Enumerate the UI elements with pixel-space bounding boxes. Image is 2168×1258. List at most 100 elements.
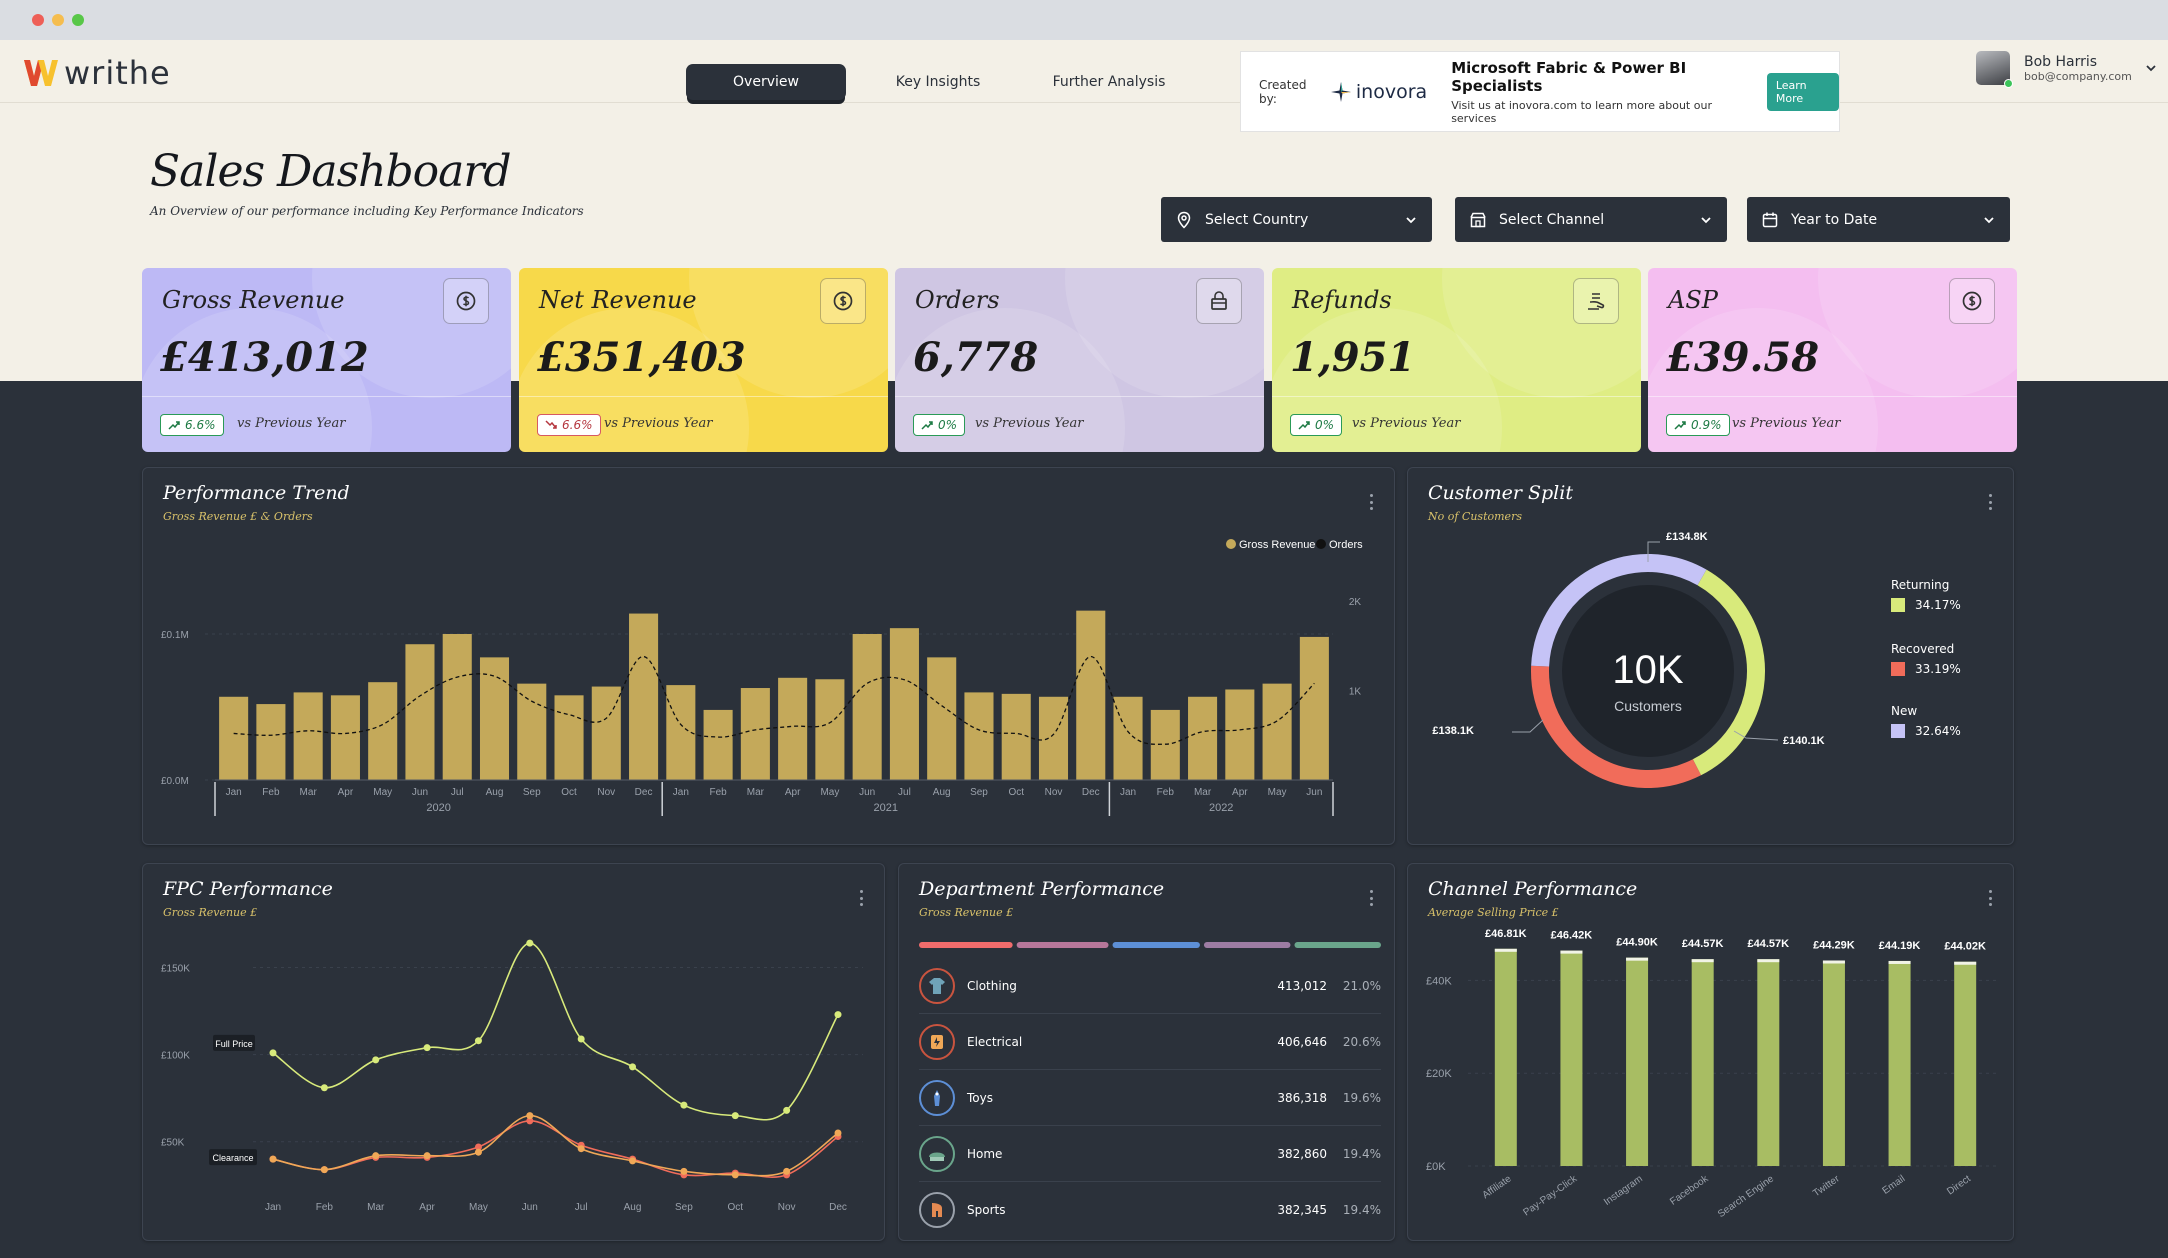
close-window-button[interactable] (32, 14, 44, 26)
x-tick-label: Oct (1008, 787, 1024, 798)
channel-bar (1626, 957, 1649, 1166)
kpi-value: £39.58 (1666, 334, 1820, 381)
slice-value-label: £134.8K (1666, 531, 1708, 543)
channel-bar-cap (1757, 959, 1780, 963)
toys-icon (919, 1079, 955, 1116)
y-tick-label: £50K (161, 1138, 185, 1149)
table-row[interactable]: Electrical 406,646 20.6% (919, 1014, 1381, 1070)
legend-pct: 34.17% (1915, 598, 1961, 612)
department-value: 413,012 (1277, 978, 1327, 993)
kpi-card-net-revenue[interactable]: Net Revenue £351,403 6.6% vs Previous Ye… (519, 268, 888, 452)
series-point (372, 1152, 380, 1160)
donut-center (1562, 585, 1734, 757)
app-logo[interactable]: writhe (22, 52, 171, 94)
channel-filter[interactable]: Select Channel (1455, 197, 1727, 242)
series-point (372, 1056, 380, 1064)
legend-swatch (1891, 598, 1905, 612)
department-value: 386,318 (1277, 1090, 1327, 1105)
y-tick-label: £100K (161, 1051, 190, 1062)
kpi-vs-label: vs Previous Year (1732, 416, 1841, 431)
kpi-change: 0% (1315, 418, 1335, 432)
x-tick-label: Oct (727, 1202, 743, 1213)
performance-trend-chart: £0.0M £0.1M 1K 2K Jan Feb Mar Apr May Jun Jul Aug Se… (161, 539, 1363, 816)
creator-banner[interactable]: Created by: inovora Microsoft Fabric & P… (1240, 51, 1840, 132)
banner-headline: Microsoft Fabric & Power BI Specialists (1451, 58, 1687, 95)
more-options-icon[interactable] (1989, 494, 1993, 510)
legend-entry[interactable]: 33.19% (1891, 662, 1961, 676)
orders-line (233, 655, 1315, 745)
user-name: Bob Harris (2024, 53, 2098, 70)
table-row[interactable]: Home 382,860 19.4% (919, 1126, 1381, 1182)
y-tick-label: £40K (1426, 975, 1452, 987)
minimize-window-button[interactable] (52, 14, 64, 26)
x-tick-label: May (373, 787, 392, 798)
series-point (834, 1129, 842, 1137)
kpi-card-asp[interactable]: ASP £39.58 0.9% vs Previous Year (1648, 268, 2017, 452)
revenue-bar (703, 709, 733, 780)
chevron-down-icon (1701, 216, 1711, 223)
department-performance-panel: Department Performance Gross Revenue £ C… (898, 863, 1395, 1241)
kpi-card-refunds[interactable]: Refunds 1,951 0% vs Previous Year (1272, 268, 1641, 452)
x-tick-label: Email (1880, 1173, 1907, 1196)
y2-tick-label: 2K (1349, 597, 1362, 608)
refund-icon (1573, 278, 1619, 324)
series-point (731, 1112, 739, 1120)
chevron-down-icon[interactable] (2144, 61, 2158, 75)
x-tick-label: Apr (338, 787, 354, 798)
department-pct: 19.6% (1342, 1090, 1381, 1105)
year-label: 2021 (874, 802, 898, 814)
donut-center-value: 10K (1612, 648, 1683, 692)
x-tick-label: Jan (673, 787, 689, 798)
table-row[interactable]: Clothing 413,012 21.0% (919, 958, 1381, 1014)
maximize-window-button[interactable] (72, 14, 84, 26)
store-icon (1470, 212, 1486, 227)
series-label-box (213, 1034, 255, 1051)
x-tick-label: Jun (522, 1202, 538, 1213)
more-options-icon[interactable] (1370, 494, 1374, 510)
kpi-change-badge: 0.9% (1666, 414, 1730, 436)
revenue-bar (405, 644, 435, 780)
tab-further-analysis[interactable]: Further Analysis (1052, 74, 1166, 90)
legend-entry[interactable]: 34.17% (1891, 598, 1961, 612)
channel-bar-cap (1494, 948, 1517, 952)
kpi-vs-label: vs Previous Year (975, 416, 1084, 431)
channel-bar-cap (1626, 957, 1649, 961)
x-tick-label: Jan (226, 787, 242, 798)
kpi-change: 0.9% (1691, 418, 1722, 432)
more-options-icon[interactable] (1370, 890, 1374, 906)
revenue-bar (1113, 696, 1143, 780)
revenue-bar (554, 695, 584, 780)
x-tick-label: Apr (419, 1202, 435, 1213)
channel-filter-label: Select Channel (1499, 211, 1605, 228)
user-menu[interactable]: Bob Harris bob@company.com (1976, 51, 2158, 88)
x-tick-label: Dec (1082, 787, 1100, 798)
bar-value-label: £46.81K (1485, 928, 1527, 940)
date-filter[interactable]: Year to Date (1747, 197, 2010, 242)
table-row[interactable]: Toys 386,318 19.6% (919, 1070, 1381, 1126)
legend-entry[interactable]: 32.64% (1891, 724, 1961, 738)
tab-key-insights[interactable]: Key Insights (895, 74, 981, 90)
country-filter[interactable]: Select Country (1161, 197, 1432, 242)
tab-overview[interactable]: Overview (686, 64, 846, 100)
department-share-segment (1016, 942, 1109, 948)
kpi-change: 6.6% (185, 418, 216, 432)
table-row[interactable]: Sports 382,345 19.4% (919, 1182, 1381, 1238)
revenue-bar (517, 683, 547, 780)
avatar[interactable] (1976, 51, 2013, 88)
more-options-icon[interactable] (860, 890, 864, 906)
revenue-bar (1038, 696, 1069, 780)
donut-center-label: Customers (1614, 698, 1682, 714)
learn-more-button[interactable]: Learn More (1766, 72, 1839, 111)
revenue-bar (964, 692, 994, 780)
channel-bar (1888, 960, 1911, 1166)
map-pin-icon (1177, 211, 1191, 229)
more-options-icon[interactable] (1989, 890, 1993, 906)
kpi-card-gross-revenue[interactable]: Gross Revenue £413,012 6.6% vs Previous … (142, 268, 511, 452)
department-name: Sports (967, 1203, 1006, 1217)
donut-slice (1531, 554, 1765, 788)
panel-subtitle: Gross Revenue £ (919, 906, 1014, 919)
channel-bar-cap (1954, 961, 1977, 965)
department-name: Clothing (967, 978, 1017, 993)
kpi-card-orders[interactable]: Orders 6,778 0% vs Previous Year (895, 268, 1264, 452)
channel-bar-cap (1691, 959, 1714, 963)
